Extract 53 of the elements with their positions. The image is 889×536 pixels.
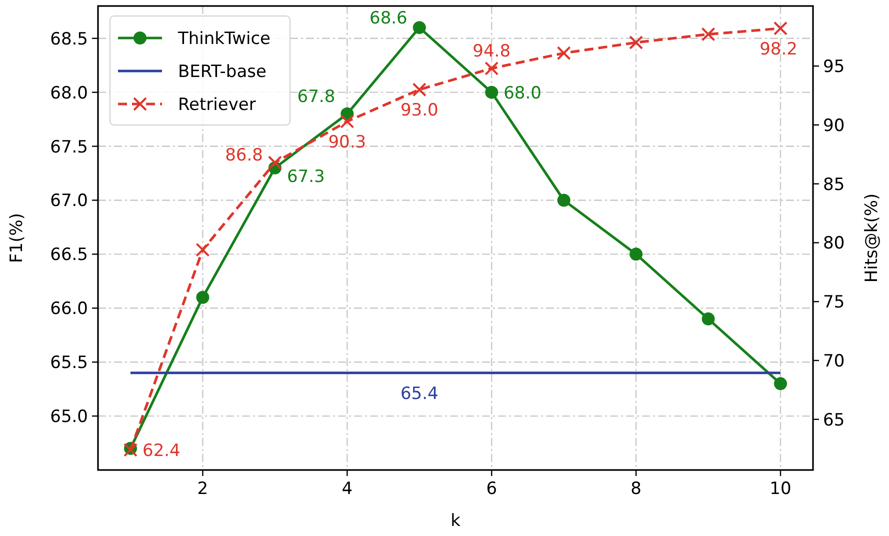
point: [412, 82, 426, 97]
annotation: 65.4: [400, 384, 438, 404]
data-label: 98.2: [760, 39, 798, 60]
y-tick-label: 67.0: [50, 191, 88, 212]
x-axis-title: k: [450, 511, 461, 531]
point: [701, 27, 716, 42]
data-label: 90.3: [328, 132, 366, 152]
x-tick-label: 8: [630, 479, 642, 499]
data-label: 68.6: [370, 8, 408, 29]
point: [484, 61, 499, 76]
data-label: 93.0: [400, 100, 438, 121]
point: [196, 242, 210, 257]
y2-tick-label: 85: [823, 174, 845, 195]
point: [485, 86, 498, 99]
point: [268, 156, 282, 170]
point: [557, 194, 570, 207]
point: [340, 114, 354, 128]
y-tick-label: 68.0: [50, 83, 88, 104]
x-tick-label: 4: [342, 479, 353, 499]
y-tick-label: 68.5: [50, 29, 88, 50]
y-tick-label: 66.5: [50, 245, 88, 266]
legend-label: Retriever: [178, 95, 256, 115]
y2-tick-label: 90: [823, 116, 845, 136]
y2-tick-label: 70: [823, 351, 845, 372]
data-label: 86.8: [225, 146, 263, 166]
data-label: 67.8: [297, 86, 336, 107]
x-tick-label: 2: [197, 479, 208, 499]
y-tick-label: 65.0: [50, 407, 88, 428]
y-axis-title: F1(%): [7, 212, 27, 264]
y2-tick-label: 65: [823, 410, 845, 430]
y2-axis-title: Hits@k(%): [862, 193, 882, 283]
y-tick-label: 67.5: [50, 137, 88, 158]
data-label: 68.0: [504, 83, 542, 104]
point: [774, 377, 787, 390]
x-tick-label: 6: [486, 479, 498, 499]
y2-tick-label: 75: [823, 292, 845, 313]
y2-tick-label: 80: [823, 234, 845, 254]
point: [702, 312, 715, 326]
point: [630, 248, 643, 261]
data-label: 67.3: [286, 166, 325, 187]
legend-label: BERT-base: [178, 62, 266, 82]
y2-tick-label: 95: [823, 57, 845, 78]
point: [196, 290, 210, 304]
point: [774, 21, 788, 36]
legend-label: ThinkTwice: [177, 29, 271, 49]
data-label: 94.8: [472, 41, 511, 62]
point: [629, 36, 644, 50]
data-label: 62.4: [142, 440, 180, 461]
y-tick-label: 65.5: [50, 353, 88, 374]
x-tick-label: 10: [770, 479, 792, 499]
point: [556, 46, 571, 60]
y-tick-label: 66.0: [50, 299, 88, 320]
point: [412, 21, 426, 34]
